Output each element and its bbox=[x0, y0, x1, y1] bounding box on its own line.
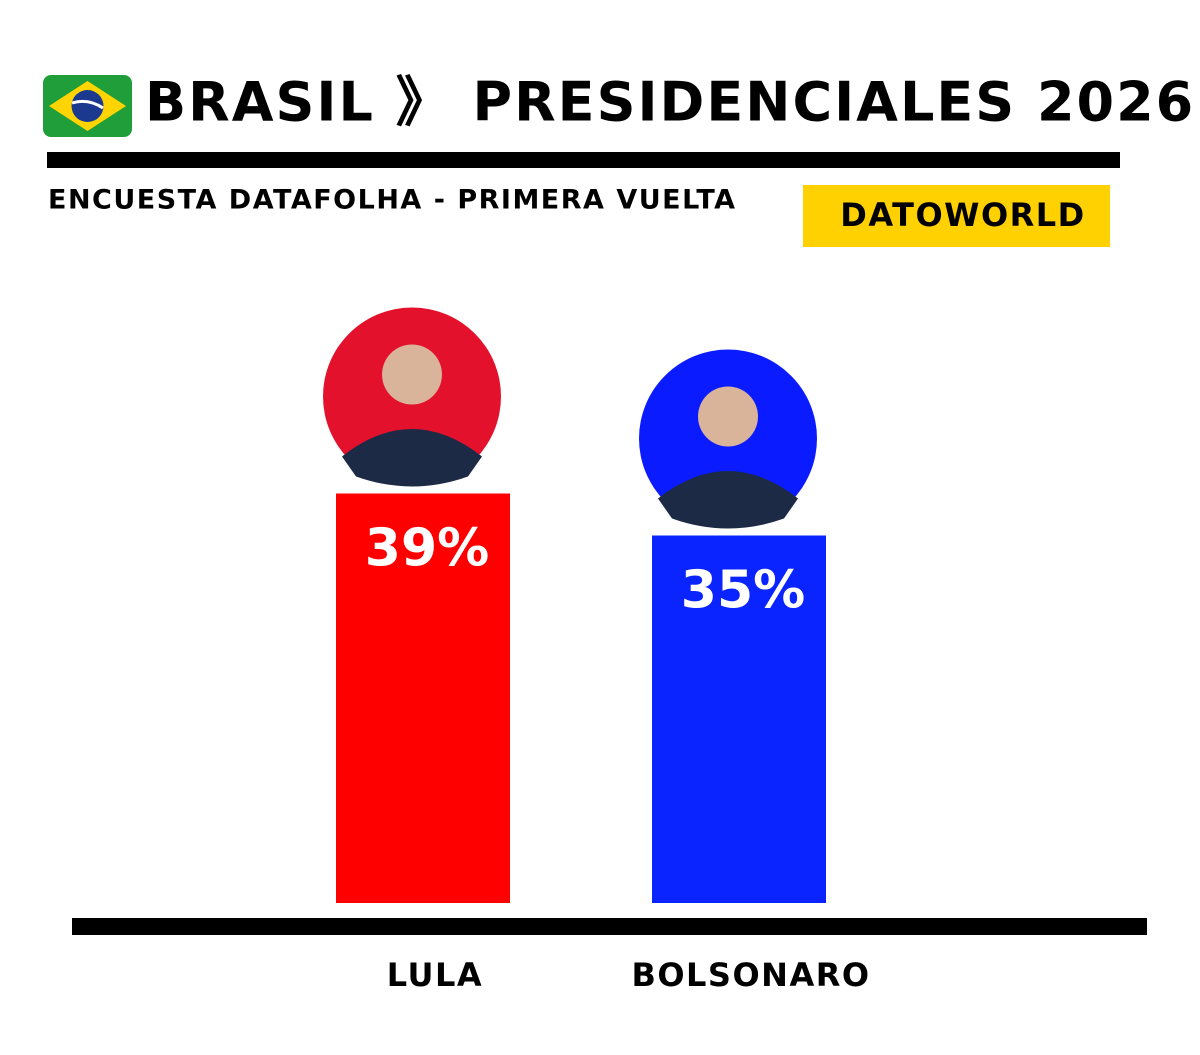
value-label: 39% bbox=[365, 519, 489, 579]
avatar-head bbox=[698, 386, 758, 447]
source-badge bbox=[803, 185, 1110, 247]
flag bbox=[43, 75, 132, 137]
avatar-head bbox=[382, 344, 442, 405]
x-tick-label: LULA bbox=[387, 956, 483, 994]
avatar-body bbox=[658, 471, 798, 529]
value-label: 35% bbox=[681, 561, 805, 621]
subtitle: ENCUESTA DATAFOLHA - PRIMERA VUELTA bbox=[48, 185, 737, 216]
chart-title: BRASIL 》 PRESIDENCIALES 2026 bbox=[145, 71, 1195, 134]
avatar-body bbox=[342, 429, 482, 487]
x-tick-label: BOLSONARO bbox=[631, 956, 870, 994]
baseline bbox=[72, 918, 1147, 935]
bar bbox=[652, 535, 826, 903]
title-rule bbox=[47, 152, 1120, 168]
avatar bbox=[323, 307, 501, 487]
avatar bbox=[639, 349, 817, 529]
bar bbox=[336, 493, 510, 903]
source: DATOWORLD bbox=[840, 196, 1085, 234]
